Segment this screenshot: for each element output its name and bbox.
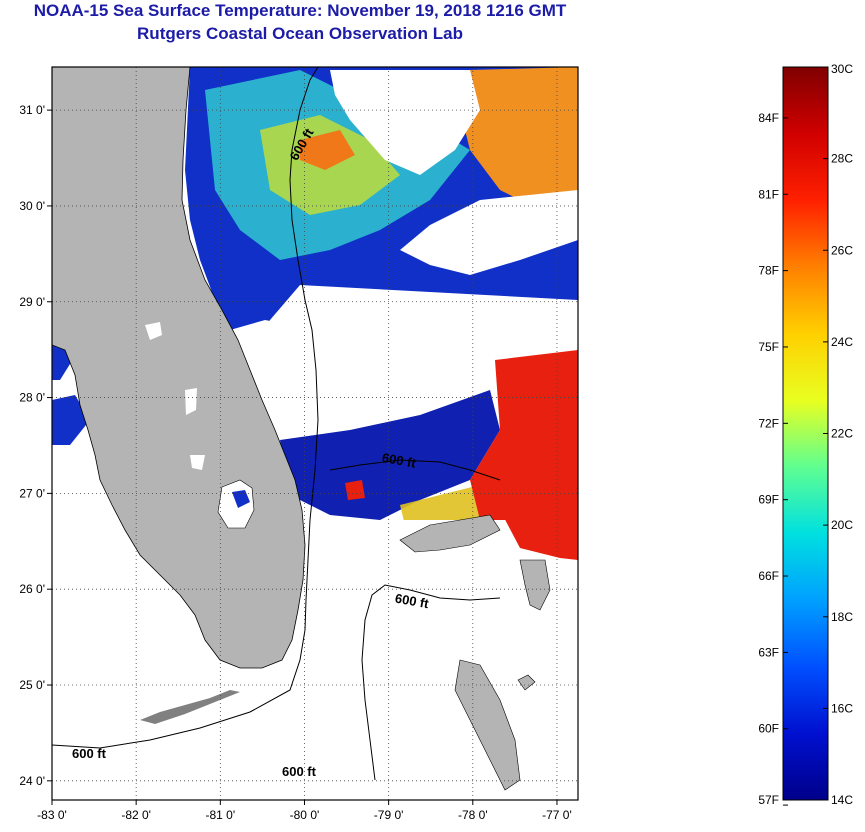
lon-tick-label: -80 0' — [290, 808, 320, 822]
colorbar-fahrenheit-label: 84F — [758, 111, 779, 125]
colorbar-fahrenheit-label: 78F — [758, 264, 779, 278]
colorbar-celsius-label: 30C — [831, 62, 853, 76]
sst-image — [52, 67, 578, 800]
lat-tick-label: 27 0' — [19, 486, 45, 500]
contour-label-4: 600 ft — [72, 746, 107, 761]
inland-cloud-2 — [185, 388, 197, 415]
ocean-red-east-low — [500, 505, 578, 560]
colorbar-fahrenheit-label: 75F — [758, 340, 779, 354]
contour-600ft-gulf — [52, 67, 319, 749]
land-florida-keys — [140, 690, 240, 724]
colorbar-celsius-label: 22C — [831, 427, 853, 441]
contour-label-2: 600 ft — [381, 450, 418, 471]
contour-label-5: 600 ft — [282, 764, 317, 779]
land-abaco — [519, 559, 551, 611]
inland-cloud-3 — [190, 455, 205, 470]
lat-tick-label: 24 0' — [19, 774, 45, 788]
colorbar-labels: 30C 28C 26C 24C 22C 20C 18C 16C 14C 84F 81F 78F 75F 7… — [758, 62, 853, 807]
cloud-east-band — [400, 190, 578, 275]
colorbar-fahrenheit-label: 66F — [758, 569, 779, 583]
land-eleuthera — [517, 674, 536, 691]
colorbar-celsius-label: 28C — [831, 152, 853, 166]
colorbar-celsius-label: 14C — [831, 793, 853, 807]
title-line-1: NOAA-15 Sea Surface Temperature: Novembe… — [33, 1, 567, 20]
colorbar-celsius-label: 24C — [831, 335, 853, 349]
colorbar-fahrenheit-label: 60F — [758, 722, 779, 736]
lake-okeechobee — [217, 479, 255, 529]
land-grand-bahama — [399, 514, 501, 553]
cloud-mid — [255, 285, 578, 440]
colorbar-fahrenheit-label: 69F — [758, 493, 779, 507]
colorbar-fahrenheit-label: 81F — [758, 187, 779, 201]
lat-tick-label: 29 0' — [19, 295, 45, 309]
lake-okeechobee-blue — [232, 490, 250, 508]
lat-tick-label: 30 0' — [19, 199, 45, 213]
lat-tick-label: 26 0' — [19, 582, 45, 596]
map-frame — [51, 66, 579, 801]
lat-tick-label: 25 0' — [19, 678, 45, 692]
ocean-orange-northeast — [460, 67, 578, 210]
lon-tick-label: -83 0' — [37, 808, 67, 822]
lon-tick-label: -77 0' — [542, 808, 572, 822]
colorbar — [782, 66, 829, 801]
colorbar-celsius-label: 18C — [831, 610, 853, 624]
contour-600ft-straits — [329, 459, 501, 481]
lat-tick-label: 28 0' — [19, 391, 45, 405]
ocean-blue-straits — [280, 390, 500, 520]
colorbar-fahrenheit-label: 72F — [758, 416, 779, 430]
ocean-red-spot — [345, 480, 365, 500]
colorbar-celsius-label: 26C — [831, 243, 853, 257]
cloud-north — [330, 70, 480, 175]
land-andros — [454, 659, 521, 791]
lat-tick-label: 31 0' — [19, 103, 45, 117]
lon-tick-label: -81 0' — [205, 808, 235, 822]
inland-cloud-1 — [145, 322, 162, 340]
lon-tick-label: -79 0' — [374, 808, 404, 822]
lon-tick-label: -78 0' — [458, 808, 488, 822]
title-line-2: Rutgers Coastal Ocean Observation Lab — [137, 24, 463, 43]
colorbar-celsius-label: 20C — [831, 518, 853, 532]
colorbar-celsius-label: 16C — [831, 701, 853, 715]
axis-labels: -83 0' -82 0' -81 0' -80 0' -79 0' -78 0' -77 … — [19, 103, 571, 822]
contour-label-3: 600 ft — [394, 591, 431, 612]
colorbar-fahrenheit-label: 63F — [758, 645, 779, 659]
ocean-orange-spot — [300, 130, 355, 170]
colorbar-fahrenheit-label: 57F — [758, 793, 779, 807]
lon-tick-label: -82 0' — [121, 808, 151, 822]
contour-600ft-bahamas — [361, 584, 501, 781]
